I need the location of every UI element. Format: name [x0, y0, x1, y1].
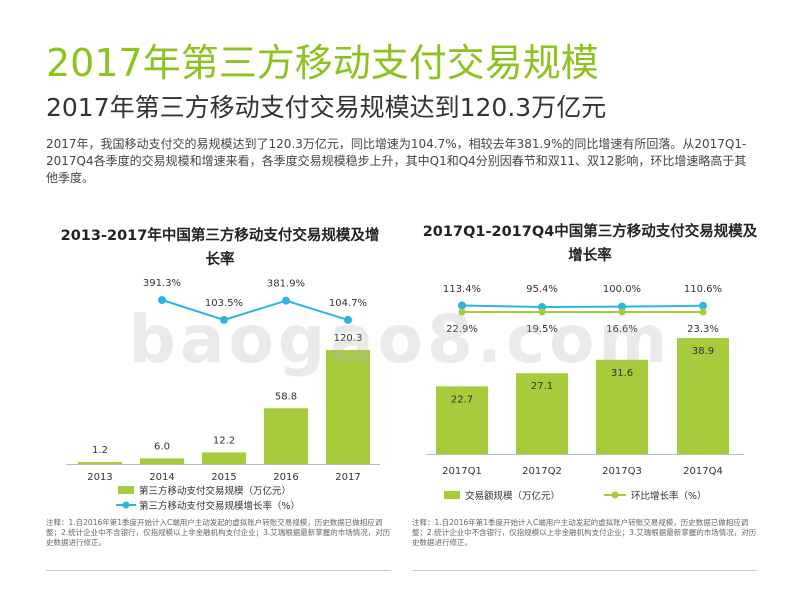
chart2-qoq-point-2017Q3 — [618, 308, 626, 316]
chart2-bar-label-2017Q3: 31.6 — [611, 368, 633, 379]
footer-divider-left — [46, 570, 391, 571]
chart1-tick-2013: 2013 — [87, 472, 112, 483]
chart2-yoy-label-2017Q1: 113.4% — [443, 284, 481, 295]
chart2-yoy-label-2017Q3: 100.0% — [603, 284, 641, 295]
chart2-qoq-label-2017Q2: 19.5% — [526, 324, 558, 335]
chart2-yoy-point-2017Q4 — [699, 301, 707, 310]
footer-divider-right — [412, 570, 757, 571]
chart1-bar-label-2013: 1.2 — [92, 445, 108, 456]
chart2-qoq-point-2017Q1 — [458, 308, 466, 316]
chart1-tick-2015: 2015 — [211, 472, 236, 483]
chart1-growth-line — [161, 299, 349, 322]
chart1-growth-label-2017: 104.7% — [329, 298, 367, 309]
chart1-growth-point-2016 — [282, 296, 290, 305]
chart2-tick-2017Q1: 2017Q1 — [442, 466, 482, 477]
chart2-yoy-label-2017Q2: 95.4% — [526, 284, 558, 295]
chart1-tick-2014: 2014 — [149, 472, 174, 483]
chart1-bar-label-2014: 6.0 — [154, 441, 170, 452]
chart2-yoy-line — [461, 304, 704, 309]
page-description: 2017年，我国移动支付交的易规模达到了120.3万亿元，同比增速为104.7%… — [46, 137, 747, 185]
chart2-bar-2017Q2 — [516, 373, 568, 454]
chart2-qoq-label-2017Q3: 16.6% — [606, 324, 638, 335]
chart2-bar-label-2017Q1: 22.7 — [451, 394, 473, 405]
chart1-growth-label-2014: 391.3% — [143, 278, 181, 289]
chart1-note: 注释：1.自2016年第1季度开始计入C端用户主动发起的虚拟账户转账交易规模，历… — [46, 518, 391, 547]
chart1-growth-point-2017 — [344, 315, 352, 324]
chart2-tick-2017Q2: 2017Q2 — [522, 466, 562, 477]
chart1-bar-2014 — [140, 458, 184, 464]
chart2-legend-bar-swatch — [444, 491, 460, 499]
chart2-bar-label-2017Q4: 38.9 — [692, 346, 714, 357]
chart2-title: 2017Q1-2017Q4中国第三方移动支付交易规模及增长率 — [422, 224, 758, 264]
chart1-legend-line-label: 第三方移动支付交易规模增长率（%） — [139, 500, 300, 512]
chart2-bar-label-2017Q2: 27.1 — [531, 381, 553, 392]
chart1-bar-2017 — [326, 350, 370, 464]
chart2-tick-2017Q3: 2017Q3 — [602, 466, 642, 477]
chart2-legend-line-dot — [611, 491, 619, 499]
chart1-legend-bar-swatch — [118, 486, 134, 494]
chart2-qoq-label-2017Q1: 22.9% — [446, 324, 478, 335]
chart1-bar-label-2016: 58.8 — [275, 391, 297, 402]
chart2-qoq-point-2017Q2 — [538, 308, 546, 316]
chart1-title: 2013-2017年中国第三方移动支付交易规模及增长率 — [60, 228, 380, 268]
page-subtitle: 2017年第三方移动支付交易规模达到120.3万亿元 — [46, 93, 607, 122]
chart1-bar-2013 — [78, 462, 122, 464]
page-title: 2017年第三方移动支付交易规模 — [46, 41, 599, 85]
chart2-tick-2017Q4: 2017Q4 — [683, 466, 723, 477]
chart2-note: 注释：1.自2016年第1季度开始计入C端用户主动发起的虚拟账户转账交易规模，历… — [412, 518, 757, 547]
chart1-growth-point-2015 — [220, 316, 228, 324]
chart2-yoy-label-2017Q4: 110.6% — [684, 284, 722, 295]
chart2-bar-2017Q1 — [436, 386, 488, 454]
chart2-yoy-point-2017Q2 — [538, 303, 546, 311]
chart2-yoy-point-2017Q3 — [618, 302, 626, 311]
chart2-bar-2017Q4 — [677, 338, 729, 454]
chart1-bar-2015 — [202, 452, 246, 464]
chart1-tick-2016: 2016 — [273, 472, 298, 483]
chart1-growth-label-2016: 381.9% — [267, 279, 305, 290]
chart1-growth-label-2015: 103.5% — [205, 298, 243, 309]
chart1-bar-label-2015: 12.2 — [213, 435, 235, 446]
chart2-yoy-point-2017Q1 — [458, 301, 466, 310]
chart1-bar-2016 — [264, 408, 308, 464]
chart2-legend-line-label: 环比增长率（%） — [631, 490, 707, 502]
chart1-legend-line-dot — [122, 501, 130, 509]
chart2-legend-bar-label: 交易额规模（万亿元） — [465, 490, 560, 502]
chart2-qoq-point-2017Q4 — [699, 308, 707, 316]
chart1-tick-2017: 2017 — [335, 472, 360, 483]
chart2-qoq-label-2017Q4: 23.3% — [687, 324, 719, 335]
chart1-legend-bar-label: 第三方移动支付交易规模（万亿元） — [139, 485, 291, 497]
chart1-bar-label-2017: 120.3 — [334, 333, 363, 344]
chart2-bar-2017Q3 — [596, 359, 648, 454]
chart1-growth-point-2014 — [158, 296, 166, 304]
